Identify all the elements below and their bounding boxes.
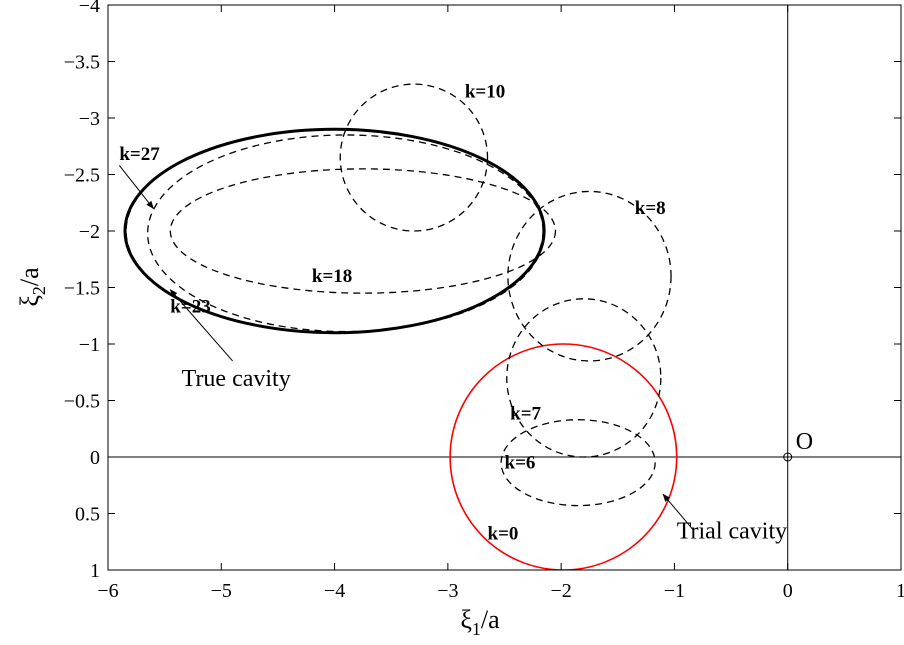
annotation-arrow (169, 289, 233, 362)
x-tick-label: −5 (211, 580, 232, 602)
curve-label-k-6: k=6 (505, 452, 536, 473)
x-tick-label: −4 (324, 580, 345, 602)
y-axis-title: ξ2/a (15, 267, 49, 307)
x-tick-label: 0 (783, 580, 793, 602)
y-tick-label: −1 (79, 334, 100, 356)
curve-label-layer: k=10 k=27 k=8 k=18 k=23 k=7 k=6 k=0 (119, 82, 665, 545)
curve-label-k-7: k=7 (510, 404, 541, 425)
y-tick-label: −3 (79, 108, 100, 130)
zero-lines (108, 5, 901, 570)
curve-label-k-23: k=23 (170, 296, 210, 317)
y-tick-label: 0 (90, 447, 100, 469)
curve-label-k-10: k=10 (465, 82, 505, 103)
x-tick-label: −2 (551, 580, 572, 602)
tick-layer: −6 −5 −4 −3 −2 −1 0 1 −4 −3.5 −3 −2.5 −2 −1.5 −1 −0.5 0 0… (64, 0, 904, 602)
curve-label-k-27: k=27 (119, 144, 160, 165)
y-tick-label: −3.5 (64, 52, 100, 74)
plot-background (108, 5, 901, 570)
iterate-curve-k-8 (507, 190, 672, 362)
annotation-arrow (662, 493, 695, 531)
curve-label-k-18: k=18 (312, 266, 352, 287)
y-tick-label: −2 (79, 221, 100, 243)
origin-label: O (796, 429, 813, 455)
x-axis-title: ξ1/a (460, 605, 500, 639)
x-tick-label: −1 (664, 580, 685, 602)
x-tick-label: −3 (437, 580, 458, 602)
annotation-arrow (118, 165, 154, 210)
y-tick-label: 0.5 (75, 504, 100, 526)
iterate-curve-k-7 (506, 298, 662, 458)
annotation-text: Trial cavity (677, 518, 787, 544)
iterate-curve-k-27 (125, 128, 544, 334)
trial-cavity-curve (449, 343, 678, 570)
y-tick-label: −2.5 (64, 165, 100, 187)
y-tick-label: −0.5 (64, 391, 100, 413)
origin-marker: O (783, 429, 813, 462)
x-tick-label: 1 (896, 580, 904, 602)
annotation-layer: True cavity Trial cavity (118, 165, 787, 544)
x-tick-label: −6 (97, 580, 118, 602)
annotation-text: True cavity (182, 366, 291, 392)
y-tick-label: −4 (79, 0, 100, 17)
curve-label-k-8: k=8 (635, 198, 666, 219)
curve-layer (123, 83, 678, 570)
iterate-curve-k-18 (169, 168, 557, 294)
iterate-curve-k-10 (339, 83, 489, 232)
true-cavity-curve (123, 127, 546, 335)
y-tick-label: −1.5 (64, 278, 100, 300)
y-tick-label: 1 (90, 560, 100, 582)
origin-point (783, 452, 793, 462)
curve-label-k-0: k=0 (488, 523, 519, 544)
iterate-curve-k-6 (500, 419, 656, 507)
